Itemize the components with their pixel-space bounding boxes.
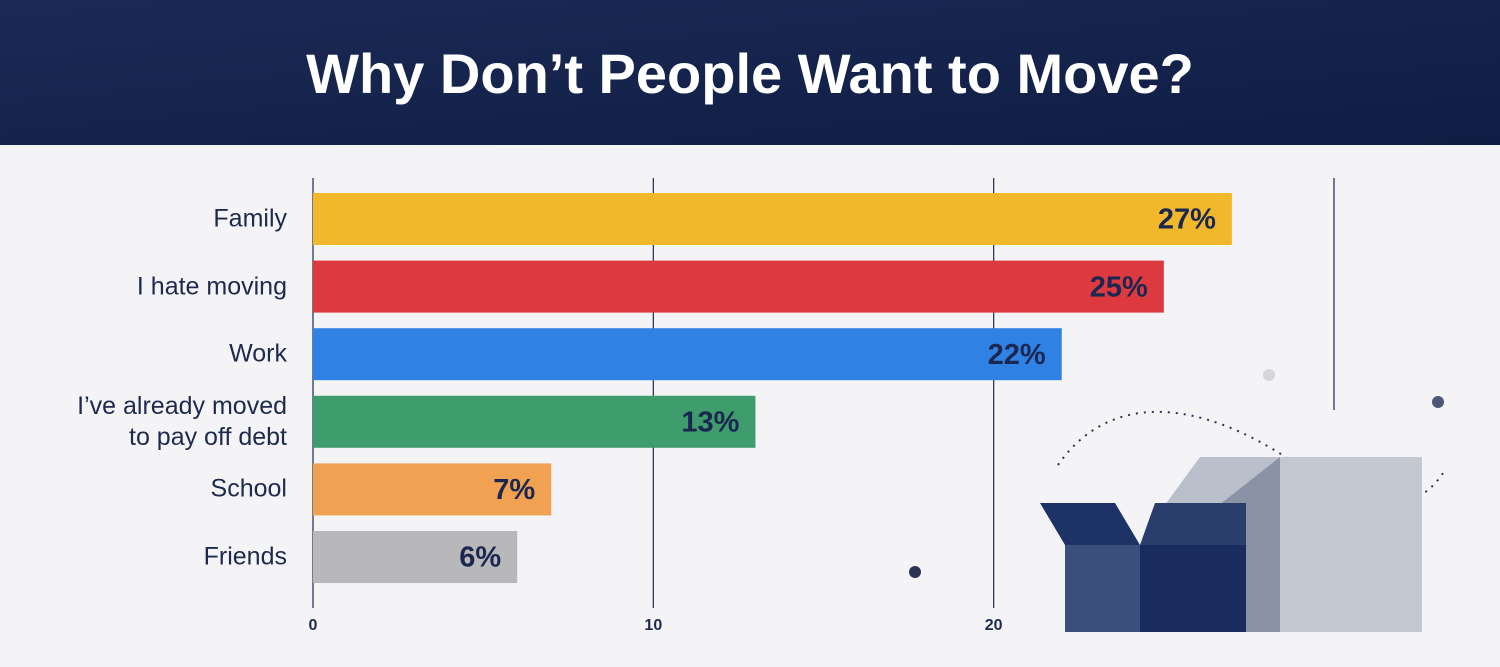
category-label: I’ve already moved to pay off debt <box>77 391 287 451</box>
bar <box>313 260 1164 313</box>
bar <box>313 328 1062 381</box>
bar <box>313 193 1232 245</box>
value-label: 6% <box>459 542 501 574</box>
bar <box>313 531 518 583</box>
category-label: Friends <box>203 542 287 571</box>
bar <box>313 395 756 448</box>
header-band <box>0 0 1500 145</box>
category-label: Work <box>229 339 287 368</box>
chart-title: Why Don’t People Want to Move? <box>306 42 1194 105</box>
value-label: 27% <box>1158 204 1216 236</box>
x-tick-label: 10 <box>644 617 662 634</box>
x-tick-label: 0 <box>309 617 318 634</box>
plot: 0 10 20 27% 25% 22% 13% 7% 6% <box>309 178 1335 634</box>
category-label: Family <box>213 204 287 233</box>
value-label: 25% <box>1090 271 1148 303</box>
value-label: 13% <box>681 406 739 438</box>
category-label: School <box>210 474 287 503</box>
category-label: I hate moving <box>136 271 287 300</box>
x-tick-label: 20 <box>985 617 1003 634</box>
value-label: 7% <box>493 474 535 506</box>
value-label: 22% <box>988 339 1046 371</box>
bar <box>313 463 552 516</box>
box-illustration <box>909 369 1446 632</box>
